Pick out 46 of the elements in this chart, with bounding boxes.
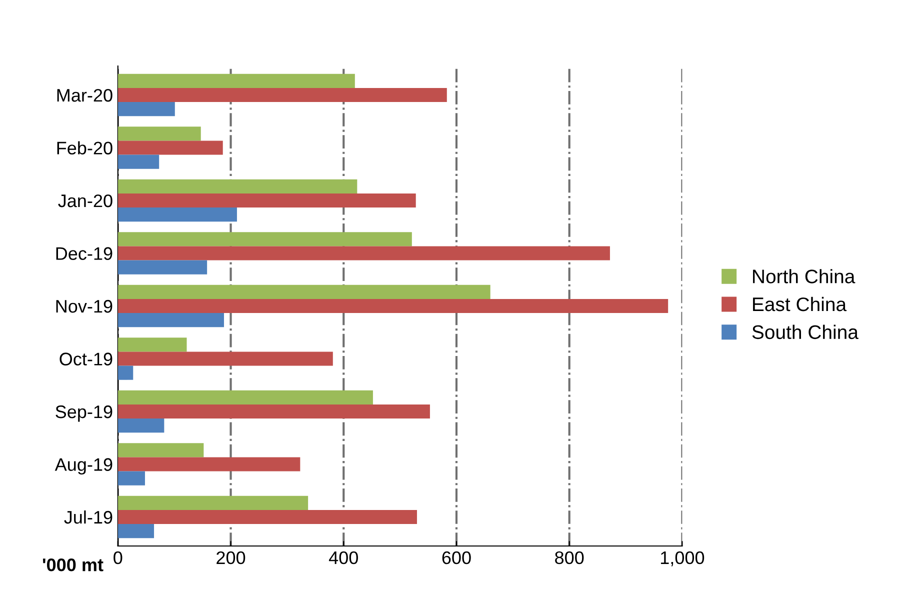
- y-tick-label: Jan-20: [58, 194, 112, 208]
- legend-label: North China: [753, 269, 856, 284]
- bar: [118, 496, 308, 510]
- bar: [118, 126, 201, 141]
- x-tick-label: 600: [442, 551, 471, 564]
- y-tick-label: Feb-20: [57, 141, 112, 154]
- bar: [118, 232, 412, 246]
- bar: [118, 510, 417, 524]
- x-tick-label: 200: [216, 551, 246, 564]
- bar: [118, 457, 300, 472]
- y-tick-label: Mar-20: [57, 88, 112, 102]
- legend-label: South China: [752, 324, 858, 340]
- bar: [118, 366, 134, 380]
- x-tick-label: 0: [114, 551, 122, 564]
- y-tick-label: Oct-19: [60, 352, 112, 366]
- bar: [118, 443, 204, 458]
- x-tick-label: 1,000: [660, 551, 704, 566]
- bar: [118, 338, 187, 352]
- bar: [118, 154, 160, 169]
- bar: [118, 88, 447, 102]
- y-tick-label: Dec-19: [56, 247, 112, 260]
- bar: [118, 404, 430, 419]
- y-tick-label: Jul-19: [64, 510, 112, 524]
- bar: [118, 524, 154, 538]
- bar: [118, 140, 223, 155]
- bar: [118, 179, 358, 194]
- y-tick-label: Nov-19: [56, 300, 112, 313]
- bar: [118, 284, 490, 299]
- bar: [118, 260, 208, 274]
- bar: [118, 352, 333, 366]
- bar: [118, 471, 145, 486]
- y-tick-label: Sep-19: [56, 405, 112, 422]
- bar: [118, 298, 668, 314]
- bar: [118, 418, 164, 433]
- bar: [118, 208, 237, 222]
- legend-label: East China: [753, 296, 847, 312]
- x-tick-label: 800: [555, 551, 584, 564]
- bar: [118, 246, 610, 260]
- y-tick-label: Aug-19: [54, 458, 112, 475]
- bar: [118, 193, 416, 208]
- bar: [118, 390, 373, 404]
- x-tick-label: 400: [328, 551, 358, 564]
- x-axis-title: '000 mt: [42, 558, 104, 572]
- bar: [118, 102, 175, 116]
- bar: [118, 74, 355, 88]
- bar: [118, 313, 224, 328]
